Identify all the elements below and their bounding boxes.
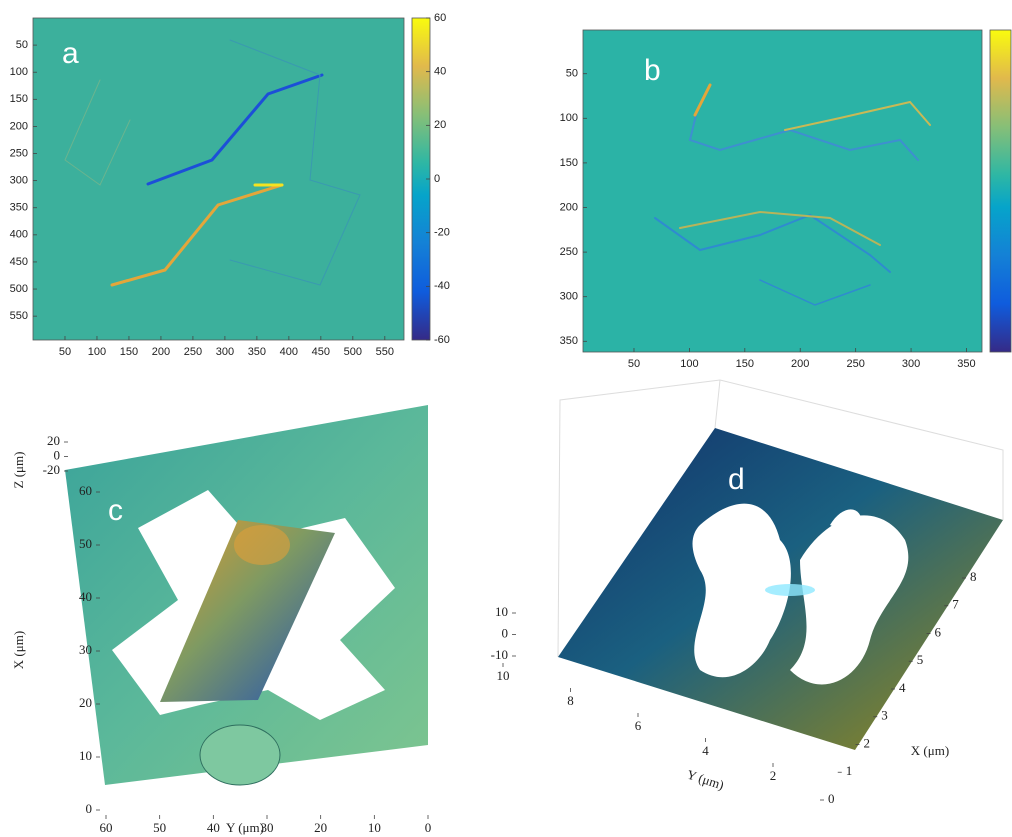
panel-label: c — [108, 494, 123, 527]
x-tick-label: 3 — [881, 708, 888, 723]
x-tick-label: 150 — [736, 358, 754, 370]
x-tick-label: 50 — [59, 346, 71, 358]
x-tick-label: 200 — [152, 346, 170, 358]
x-tick-label: 20 — [79, 695, 92, 710]
y-axis-label: Y (μm) — [685, 767, 726, 793]
x-tick-label: 2 — [864, 735, 871, 750]
colorbar-tick-label: -40 — [434, 280, 450, 292]
x-tick-label: 4 — [899, 680, 906, 695]
y-tick-label: 20 — [314, 820, 327, 835]
colorbar-tick-label: 60 — [434, 12, 446, 24]
z-tick-label: 10 — [495, 604, 508, 619]
y-tick-label: 400 — [10, 229, 28, 241]
y-tick-label: 250 — [10, 147, 28, 159]
x-tick-label: 250 — [846, 358, 864, 370]
y-tick-label: 50 — [16, 39, 28, 51]
x-tick-label: 0 — [828, 791, 835, 806]
y-tick-label: 200 — [10, 120, 28, 132]
y-tick-label: 50 — [566, 68, 578, 80]
y-axis-label: Y (μm) — [226, 820, 264, 835]
x-tick-label: 40 — [79, 589, 92, 604]
surface-c — [65, 405, 428, 786]
y-tick-label: 60 — [100, 820, 113, 835]
x-tick-label: 7 — [952, 597, 959, 612]
y-tick-label: 150 — [10, 93, 28, 105]
plot-frame — [32, 17, 405, 341]
x-tick-label: 300 — [216, 346, 234, 358]
x-axis-label: X (μm) — [911, 743, 949, 758]
y-tick-label: 200 — [560, 201, 578, 213]
x-tick-label: 300 — [902, 358, 920, 370]
x-tick-label: 350 — [957, 358, 975, 370]
x-tick-label: 500 — [344, 346, 362, 358]
y-tick-label: 500 — [10, 283, 28, 295]
z-tick-label: 20 — [47, 433, 60, 448]
x-tick-label: 50 — [79, 536, 92, 551]
y-tick-label: 350 — [560, 335, 578, 347]
y-tick-label: 40 — [207, 820, 220, 835]
x-tick-label: 400 — [280, 346, 298, 358]
x-tick-label: 150 — [120, 346, 138, 358]
y-tick-label: 8 — [567, 693, 574, 708]
field-features — [64, 39, 931, 306]
y-tick-label: 0 — [425, 820, 432, 835]
x-tick-label: 550 — [376, 346, 394, 358]
y-tick-label: 550 — [10, 310, 28, 322]
z-tick-label: 0 — [54, 447, 61, 462]
colorbar-tick-label: -20 — [434, 227, 450, 239]
x-tick-label: 30 — [79, 642, 92, 657]
y-tick-label: 10 — [368, 820, 381, 835]
y-tick-label: 100 — [10, 66, 28, 78]
x-tick-label: 10 — [79, 748, 92, 763]
y-tick-label: 4 — [702, 743, 709, 758]
plot-frame — [582, 29, 983, 353]
x-tick-label: 6 — [935, 624, 942, 639]
colorbar-tick-label: 0 — [434, 173, 440, 185]
panel-label: d — [728, 463, 745, 496]
y-tick-label: 350 — [10, 202, 28, 214]
y-tick-label: 450 — [10, 256, 28, 268]
x-tick-label: 350 — [248, 346, 266, 358]
y-tick-label: 10 — [497, 668, 510, 683]
x-tick-label: 250 — [184, 346, 202, 358]
z-tick-label: -10 — [491, 647, 508, 662]
y-tick-label: 6 — [635, 718, 642, 733]
colorbar-tick-label: 20 — [434, 119, 446, 131]
x-tick-label: 200 — [791, 358, 809, 370]
y-tick-label: 300 — [560, 291, 578, 303]
panel-label: a — [62, 37, 79, 70]
x-tick-label: 8 — [970, 569, 977, 584]
heatmap-field — [33, 18, 404, 340]
panel-label: b — [644, 54, 661, 87]
colorbar — [989, 29, 1012, 353]
colorbar-tick-label: 40 — [434, 66, 446, 78]
y-tick-label: 2 — [770, 768, 777, 783]
surface-d — [557, 379, 1004, 750]
y-tick-label: 30 — [261, 820, 274, 835]
x-tick-label: 0 — [86, 801, 93, 816]
x-tick-label: 100 — [680, 358, 698, 370]
x-tick-label: 450 — [312, 346, 330, 358]
x-tick-label: 1 — [846, 763, 853, 778]
x-tick-label: 100 — [88, 346, 106, 358]
x-axis-label: X (μm) — [11, 631, 26, 669]
x-tick-label: 50 — [628, 358, 640, 370]
z-tick-label: 0 — [502, 625, 509, 640]
x-tick-label: 60 — [79, 483, 92, 498]
z-tick-label: -20 — [43, 462, 60, 477]
y-tick-label: 300 — [10, 175, 28, 187]
heatmap-field — [583, 30, 982, 352]
y-tick-label: 100 — [560, 112, 578, 124]
x-tick-label: 5 — [917, 652, 924, 667]
y-tick-label: 250 — [560, 246, 578, 258]
z-axis-label: Z (μm) — [11, 452, 26, 489]
y-tick-label: 150 — [560, 157, 578, 169]
y-tick-label: 50 — [153, 820, 166, 835]
colorbar-tick-label: -60 — [434, 334, 450, 346]
